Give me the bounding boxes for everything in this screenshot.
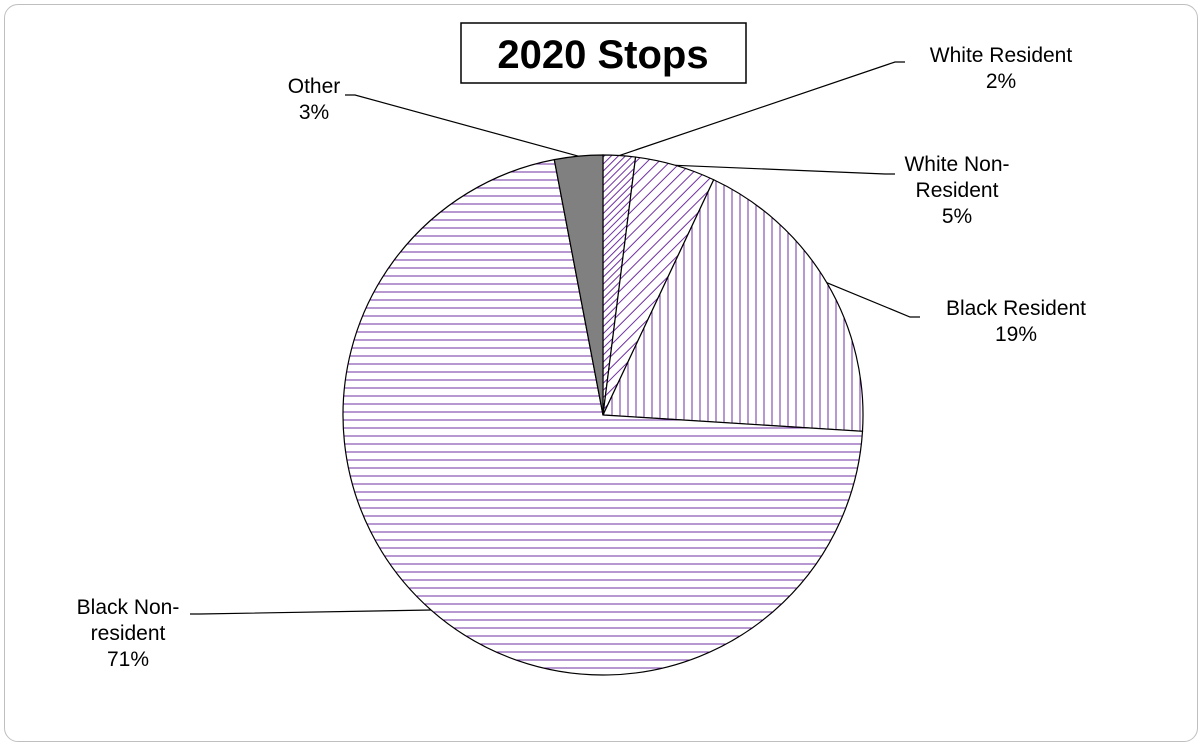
slice-value-label: 5%: [942, 205, 972, 228]
pie-slice-other: [553, 154, 604, 416]
leader-line-other: [345, 94, 579, 157]
slice-value-label: 19%: [995, 323, 1037, 346]
pie-slice-black-non-resident: [342, 158, 864, 676]
slice-category-label: White Non-: [904, 153, 1009, 176]
leader-line-white-resident: [619, 61, 905, 157]
slice-value-label: 2%: [986, 70, 1016, 93]
slice-label-black-resident: Black Resident 19%: [946, 297, 1086, 346]
slice-label-other: Other 3%: [288, 75, 341, 124]
slice-category-label: Black Resident: [946, 297, 1086, 320]
slice-value-label: 3%: [299, 101, 329, 124]
slice-category-label: Black Non-: [77, 596, 180, 619]
leader-line-black-resident: [826, 282, 920, 318]
chart-title-text: 2020 Stops: [497, 33, 708, 77]
leader-line-white-non-resident: [675, 164, 895, 175]
slice-label-black-non-resident: Black Non-resident 71%: [77, 596, 180, 671]
slice-category-label: Other: [288, 75, 341, 98]
slice-label-white-non-resident: White Non- Resident 5%: [904, 153, 1009, 228]
leader-line-black-non-resident: [190, 609, 432, 615]
slice-category-label: Resident: [916, 179, 999, 202]
slice-category-label: White Resident: [930, 44, 1073, 67]
slice-category-label: resident: [91, 622, 166, 645]
chart-title: 2020 Stops: [460, 22, 747, 84]
slice-label-white-resident: White Resident 2%: [930, 44, 1073, 93]
slice-value-label: 71%: [107, 648, 149, 671]
